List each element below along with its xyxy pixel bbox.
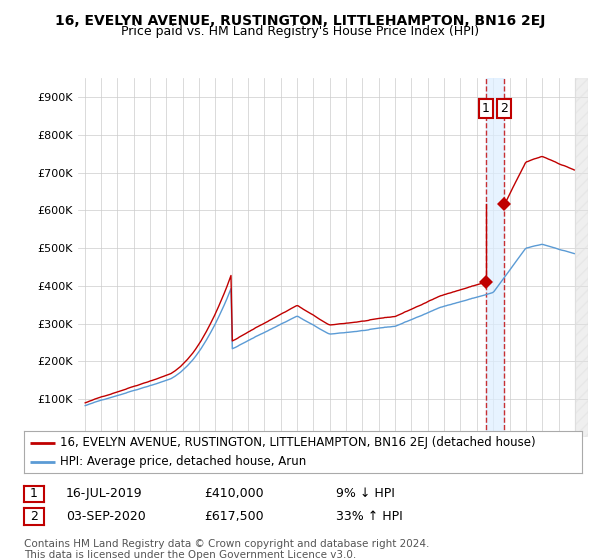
Text: 16-JUL-2019: 16-JUL-2019	[66, 487, 143, 501]
Text: 2: 2	[30, 510, 38, 524]
Text: 03-SEP-2020: 03-SEP-2020	[66, 510, 146, 524]
Text: 16, EVELYN AVENUE, RUSTINGTON, LITTLEHAMPTON, BN16 2EJ (detached house): 16, EVELYN AVENUE, RUSTINGTON, LITTLEHAM…	[60, 436, 536, 449]
Text: £617,500: £617,500	[204, 510, 263, 524]
Text: £410,000: £410,000	[204, 487, 263, 501]
Bar	[575, 78, 588, 437]
Text: 2: 2	[500, 102, 508, 115]
Text: 1: 1	[482, 102, 490, 115]
Bar	[485, 78, 504, 437]
Text: Price paid vs. HM Land Registry's House Price Index (HPI): Price paid vs. HM Land Registry's House …	[121, 25, 479, 38]
Text: 33% ↑ HPI: 33% ↑ HPI	[336, 510, 403, 524]
Text: 16, EVELYN AVENUE, RUSTINGTON, LITTLEHAMPTON, BN16 2EJ: 16, EVELYN AVENUE, RUSTINGTON, LITTLEHAM…	[55, 14, 545, 28]
Text: 9% ↓ HPI: 9% ↓ HPI	[336, 487, 395, 501]
Text: 1: 1	[30, 487, 38, 501]
Text: HPI: Average price, detached house, Arun: HPI: Average price, detached house, Arun	[60, 455, 307, 468]
Text: Contains HM Land Registry data © Crown copyright and database right 2024.
This d: Contains HM Land Registry data © Crown c…	[24, 539, 430, 560]
